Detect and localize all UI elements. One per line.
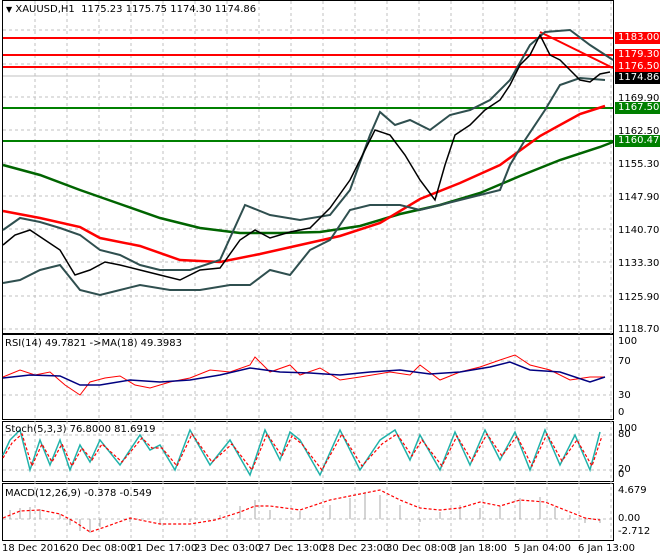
ma-fast-line (2, 104, 606, 264)
stoch-level: 20 (618, 464, 631, 475)
rsi-level: 0 (618, 407, 625, 418)
ohlc-values: 1175.23 1175.75 1174.30 1174.86 (81, 4, 257, 15)
time-label: 21 Dec 17:00 (130, 543, 198, 554)
rsi-title: RSI(14) 49.7821 ->MA(18) 49.3983 (5, 338, 182, 349)
price-tick: 1155.30 (618, 159, 660, 170)
price-tick: 1133.30 (618, 258, 660, 269)
resistance-label: 1183.00 (615, 32, 660, 44)
price-tick: 1162.50 (618, 126, 660, 137)
triangle-down-icon[interactable]: ▼ (6, 5, 13, 14)
stoch-level: 0 (618, 469, 625, 480)
time-label: 30 Dec 08:00 (386, 543, 454, 554)
price-tick: 1169.90 (618, 93, 660, 104)
price-bars (2, 33, 611, 281)
rsi-level: 100 (618, 336, 638, 347)
price-tick: 1147.90 (618, 192, 660, 203)
price-tick: 1125.90 (618, 292, 660, 303)
rsi-line (2, 354, 605, 396)
macd-title: MACD(12,26,9) -0.378 -0.549 (5, 488, 152, 499)
resistance-label: 1179.30 (615, 49, 660, 61)
support-label: 1167.50 (615, 102, 660, 114)
time-label: 5 Jan 04:00 (514, 543, 571, 554)
chart-title: ▼ XAUUSD,H1 1175.23 1175.75 1174.30 1174… (6, 4, 256, 15)
bollinger-lower (2, 76, 606, 297)
price-tick: 1140.70 (618, 225, 660, 236)
macd-panel[interactable] (2, 483, 614, 541)
grid-lines (3, 1, 613, 540)
current-price-label: 1174.86 (615, 72, 660, 84)
stoch-level: 100 (618, 423, 638, 434)
time-label: 28 Dec 23:00 (322, 543, 390, 554)
time-label: 27 Dec 13:00 (258, 543, 326, 554)
macd-signal-line (2, 489, 601, 533)
ma-slow-line (2, 140, 614, 235)
time-label: 20 Dec 08:00 (66, 543, 134, 554)
rsi-ma-line (2, 361, 606, 386)
macd-level: 4.679 (618, 485, 647, 496)
time-label: 6 Jan 13:00 (578, 543, 635, 554)
stoch-level: 80 (618, 429, 631, 440)
macd-level: 0.00 (618, 513, 641, 524)
trendline (539, 31, 614, 69)
stoch-d-line (2, 432, 603, 472)
stoch-k-line (2, 427, 601, 477)
rsi-panel[interactable] (2, 334, 614, 420)
stoch-title: Stoch(5,3,3) 76.8000 81.6919 (5, 424, 156, 435)
level-lines (3, 37, 613, 142)
time-label: 3 Jan 18:00 (450, 543, 507, 554)
time-label: 23 Dec 03:00 (194, 543, 262, 554)
price-tick: 1118.70 (618, 324, 660, 335)
symbol-label: XAUUSD,H1 (15, 4, 75, 15)
rsi-level: 30 (618, 390, 631, 401)
rsi-level: 70 (618, 356, 631, 367)
time-label: 18 Dec 2016 (2, 543, 66, 554)
support-label: 1160.47 (615, 135, 660, 147)
stoch-panel[interactable] (2, 421, 614, 482)
resistance-label: 1176.50 (615, 61, 660, 73)
macd-level: -2.712 (618, 526, 651, 537)
bollinger-upper (2, 28, 614, 271)
